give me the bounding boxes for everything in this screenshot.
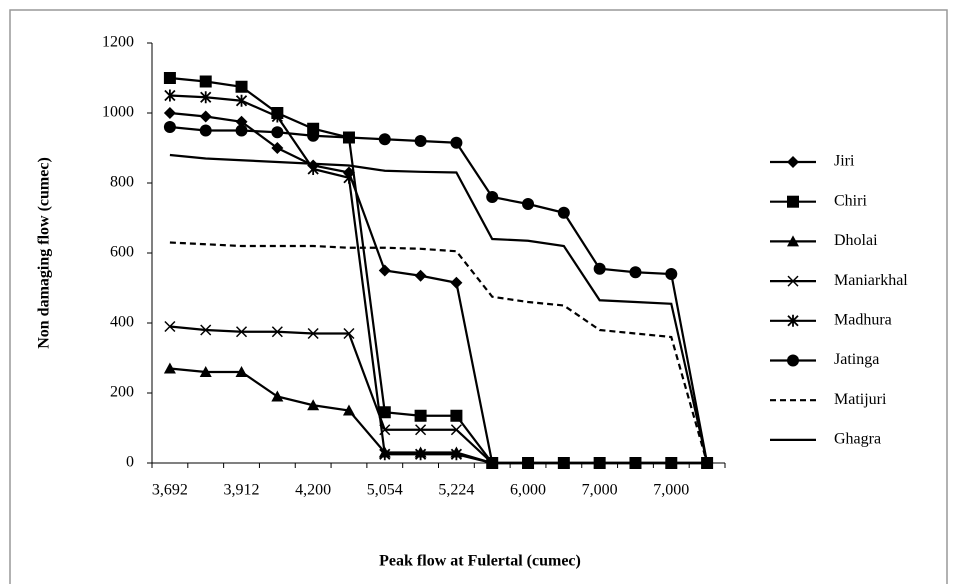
x-tick-label: 5,054 (367, 482, 403, 499)
x-tick-label: 4,200 (295, 482, 331, 499)
y-tick-label: 1000 (102, 104, 134, 121)
marker (414, 448, 427, 461)
legend-label: Jiri (834, 153, 855, 170)
x-tick-label: 7,000 (653, 482, 689, 499)
marker (787, 275, 799, 287)
marker (787, 156, 799, 168)
marker (414, 269, 427, 282)
series-line (169, 94, 708, 465)
legend-label: Maniarkhal (834, 272, 908, 289)
legend-label: Ghagra (834, 431, 881, 448)
series-line (169, 111, 708, 465)
x-tick-label: 7,000 (582, 482, 618, 499)
marker (235, 94, 248, 107)
marker (236, 326, 248, 338)
marker (450, 136, 463, 149)
marker (522, 198, 535, 210)
x-tick-label: 3,912 (224, 482, 260, 499)
marker (486, 191, 499, 203)
series-line (169, 153, 709, 464)
marker (450, 409, 463, 422)
marker (163, 362, 176, 374)
marker (163, 121, 176, 133)
y-tick-label: 1200 (102, 34, 134, 51)
marker (787, 314, 799, 327)
x-axis-label: Peak flow at Fulertal (cumec) (379, 553, 581, 570)
marker (415, 424, 427, 436)
y-tick-label: 0 (126, 454, 134, 471)
marker (665, 268, 678, 280)
marker (235, 124, 248, 137)
marker (379, 448, 391, 461)
marker (235, 366, 248, 377)
marker (486, 457, 498, 469)
marker (522, 457, 534, 469)
marker (235, 80, 248, 93)
series-line (169, 125, 709, 464)
marker (199, 124, 212, 137)
marker (271, 326, 283, 338)
marker (558, 457, 570, 469)
y-tick-label: 200 (110, 384, 134, 401)
marker (378, 133, 391, 146)
marker (450, 276, 463, 289)
marker (200, 91, 212, 104)
x-tick-label: 3,692 (152, 482, 188, 499)
marker (787, 195, 799, 208)
marker (164, 89, 176, 102)
marker (200, 324, 212, 336)
marker (307, 327, 319, 340)
marker (701, 457, 714, 469)
x-tick-label: 6,000 (510, 482, 546, 499)
legend-label: Chiri (834, 192, 867, 209)
marker (271, 110, 283, 123)
marker (163, 72, 176, 84)
marker (164, 320, 176, 333)
marker (307, 129, 320, 142)
y-tick-label: 800 (110, 174, 134, 191)
marker (307, 163, 319, 175)
legend-label: Matijuri (834, 391, 887, 408)
marker (557, 206, 570, 219)
marker (787, 235, 799, 247)
marker (593, 262, 606, 275)
legend-label: Dholai (834, 232, 878, 249)
y-tick-label: 600 (110, 244, 134, 261)
marker (594, 457, 606, 469)
marker (665, 457, 677, 469)
marker (199, 110, 212, 123)
marker (450, 424, 462, 436)
marker (343, 327, 355, 340)
marker (787, 354, 799, 367)
marker (307, 399, 320, 411)
y-tick-label: 400 (110, 314, 134, 331)
chart-border (9, 9, 948, 584)
series-line (169, 325, 708, 465)
marker (629, 266, 642, 279)
marker (271, 126, 284, 139)
marker (199, 366, 212, 377)
marker (414, 135, 427, 147)
marker (199, 75, 212, 88)
legend-label: Jatinga (834, 351, 879, 368)
marker (343, 171, 355, 184)
marker (378, 406, 391, 419)
marker (163, 107, 176, 119)
marker (414, 409, 427, 422)
x-tick-label: 5,224 (438, 482, 474, 499)
y-axis-label: Non damaging flow (cumec) (36, 157, 53, 349)
marker (629, 457, 642, 469)
marker (450, 448, 463, 461)
marker (271, 142, 284, 154)
marker (342, 404, 355, 416)
marker (235, 115, 248, 128)
marker (342, 131, 355, 144)
legend-label: Madhura (834, 311, 892, 328)
marker (378, 264, 391, 277)
marker (271, 390, 284, 402)
